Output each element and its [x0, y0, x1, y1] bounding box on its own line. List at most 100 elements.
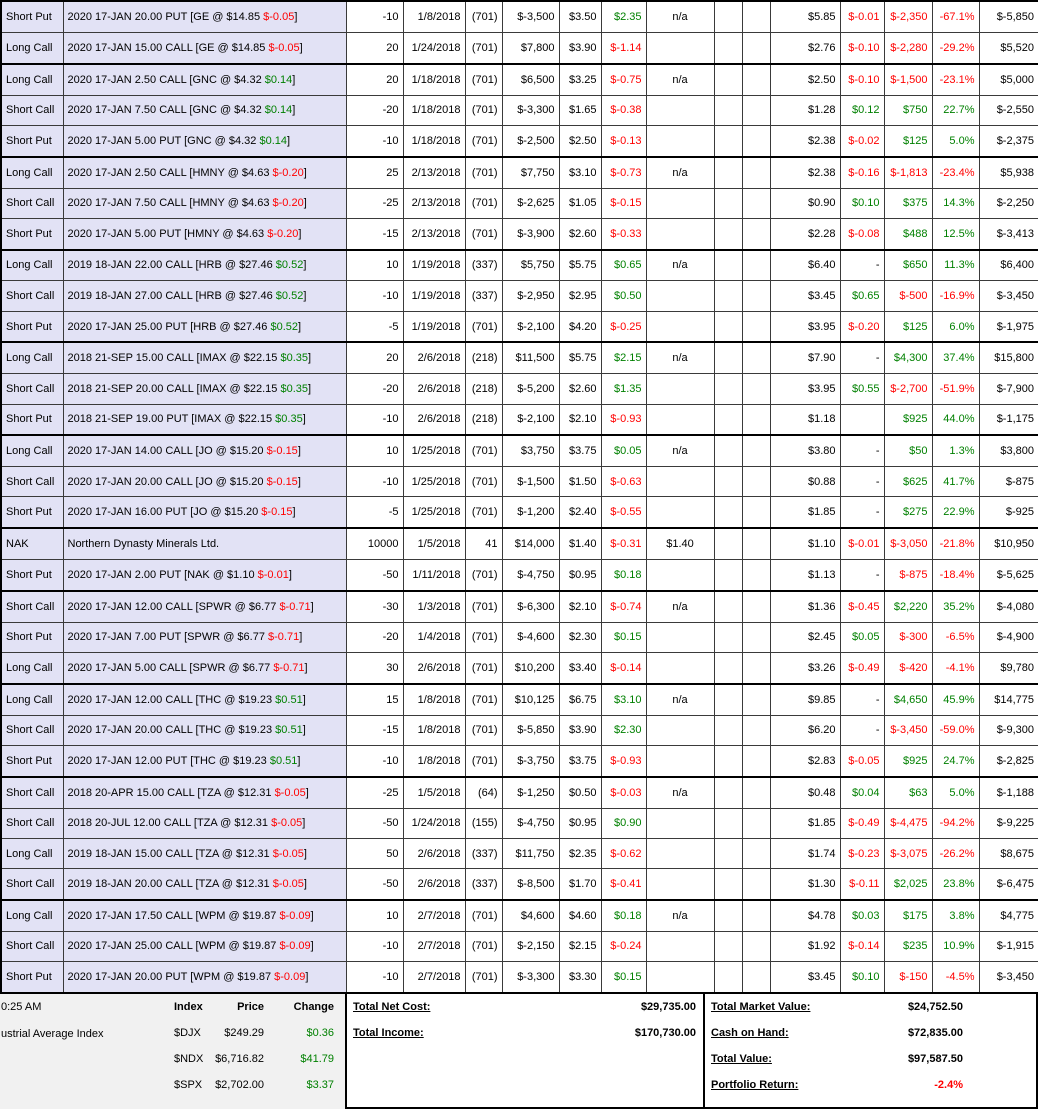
- empty-cell-2[interactable]: [741, 0, 771, 33]
- position-type-cell[interactable]: Short Call: [0, 94, 64, 126]
- return-pct-cell[interactable]: 24.7%: [931, 745, 980, 778]
- position-desc-cell[interactable]: 2020 17-JAN 25.00 CALL [WPM @ $19.87 $-0…: [62, 930, 347, 963]
- open-date-cell[interactable]: 2/6/2018: [402, 341, 466, 375]
- reference-cell[interactable]: [645, 31, 715, 65]
- return-pct-cell[interactable]: 12.5%: [931, 217, 980, 251]
- reference-cell[interactable]: [645, 187, 715, 219]
- market-value-cell[interactable]: $-2,550: [978, 94, 1038, 126]
- days-cell[interactable]: (218): [464, 403, 503, 436]
- quantity-cell[interactable]: -30: [345, 590, 404, 623]
- return-pct-cell[interactable]: 35.2%: [931, 590, 980, 623]
- return-pct-cell[interactable]: -18.4%: [931, 559, 980, 592]
- return-pct-cell[interactable]: -23.4%: [931, 155, 980, 189]
- open-date-cell[interactable]: 1/8/2018: [402, 682, 466, 716]
- day-change-cell[interactable]: $0.10: [839, 187, 885, 219]
- gain-loss-cell[interactable]: $488: [883, 217, 933, 251]
- current-price-cell[interactable]: $3.95: [769, 310, 841, 343]
- empty-cell-2[interactable]: [741, 837, 771, 870]
- price-change-cell[interactable]: $-0.93: [600, 745, 647, 778]
- position-type-cell[interactable]: Short Call: [0, 807, 64, 839]
- quantity-cell[interactable]: -25: [345, 187, 404, 219]
- cost-cell[interactable]: $-1,250: [501, 775, 560, 809]
- empty-cell-2[interactable]: [741, 745, 771, 778]
- cost-cell[interactable]: $14,000: [501, 527, 560, 561]
- day-change-cell[interactable]: $-0.16: [839, 155, 885, 189]
- open-date-cell[interactable]: 2/6/2018: [402, 837, 466, 870]
- position-desc-cell[interactable]: 2020 17-JAN 17.50 CALL [WPM @ $19.87 $-0…: [62, 899, 347, 932]
- days-cell[interactable]: (701): [464, 745, 503, 778]
- quantity-cell[interactable]: 10: [345, 434, 404, 468]
- empty-cell-2[interactable]: [741, 341, 771, 375]
- open-price-cell[interactable]: $3.25: [558, 62, 602, 96]
- position-type-cell[interactable]: Short Call: [0, 868, 64, 901]
- position-type-cell[interactable]: Long Call: [0, 31, 64, 65]
- position-desc-cell[interactable]: 2020 17-JAN 20.00 CALL [THC @ $19.23 $0.…: [62, 714, 347, 747]
- position-desc-cell[interactable]: 2020 17-JAN 2.50 CALL [HMNY @ $4.63 $-0.…: [62, 155, 347, 189]
- open-price-cell[interactable]: $2.50: [558, 124, 602, 158]
- open-price-cell[interactable]: $6.75: [558, 682, 602, 716]
- quantity-cell[interactable]: -20: [345, 94, 404, 126]
- position-type-cell[interactable]: Short Put: [0, 496, 64, 529]
- current-price-cell[interactable]: $1.13: [769, 559, 841, 592]
- position-desc-cell[interactable]: Northern Dynasty Minerals Ltd.: [62, 527, 347, 561]
- cost-cell[interactable]: $-5,850: [501, 714, 560, 747]
- open-date-cell[interactable]: 2/6/2018: [402, 373, 466, 405]
- empty-cell-2[interactable]: [741, 930, 771, 963]
- empty-cell-1[interactable]: [713, 310, 743, 343]
- day-change-cell[interactable]: [839, 403, 885, 436]
- open-price-cell[interactable]: $1.40: [558, 527, 602, 561]
- quantity-cell[interactable]: -50: [345, 559, 404, 592]
- open-date-cell[interactable]: 2/7/2018: [402, 930, 466, 963]
- market-value-cell[interactable]: $-1,175: [978, 403, 1038, 436]
- open-date-cell[interactable]: 1/25/2018: [402, 496, 466, 529]
- position-desc-cell[interactable]: 2018 21-SEP 15.00 CALL [IMAX @ $22.15 $0…: [62, 341, 347, 375]
- position-type-cell[interactable]: Short Put: [0, 621, 64, 654]
- current-price-cell[interactable]: $1.18: [769, 403, 841, 436]
- reference-cell[interactable]: n/a: [645, 590, 715, 623]
- cost-cell[interactable]: $-4,750: [501, 559, 560, 592]
- gain-loss-cell[interactable]: $625: [883, 466, 933, 498]
- empty-cell-1[interactable]: [713, 527, 743, 561]
- days-cell[interactable]: (701): [464, 155, 503, 189]
- empty-cell-1[interactable]: [713, 187, 743, 219]
- position-desc-cell[interactable]: 2019 18-JAN 20.00 CALL [TZA @ $12.31 $-0…: [62, 868, 347, 901]
- price-change-cell[interactable]: $-0.03: [600, 775, 647, 809]
- open-date-cell[interactable]: 1/25/2018: [402, 434, 466, 468]
- quantity-cell[interactable]: -50: [345, 868, 404, 901]
- position-desc-cell[interactable]: 2020 17-JAN 16.00 PUT [JO @ $15.20 $-0.1…: [62, 496, 347, 529]
- empty-cell-1[interactable]: [713, 248, 743, 282]
- days-cell[interactable]: (701): [464, 899, 503, 932]
- price-change-cell[interactable]: $-0.14: [600, 652, 647, 685]
- position-desc-cell[interactable]: 2020 17-JAN 15.00 CALL [GE @ $14.85 $-0.…: [62, 31, 347, 65]
- quantity-cell[interactable]: -20: [345, 621, 404, 654]
- market-value-cell[interactable]: $-6,475: [978, 868, 1038, 901]
- price-change-cell[interactable]: $-0.31: [600, 527, 647, 561]
- days-cell[interactable]: (701): [464, 652, 503, 685]
- position-desc-cell[interactable]: 2020 17-JAN 20.00 CALL [JO @ $15.20 $-0.…: [62, 466, 347, 498]
- open-price-cell[interactable]: $2.40: [558, 496, 602, 529]
- position-desc-cell[interactable]: 2019 18-JAN 15.00 CALL [TZA @ $12.31 $-0…: [62, 837, 347, 870]
- empty-cell-1[interactable]: [713, 775, 743, 809]
- position-desc-cell[interactable]: 2020 17-JAN 7.00 PUT [SPWR @ $6.77 $-0.7…: [62, 621, 347, 654]
- market-value-cell[interactable]: $6,400: [978, 248, 1038, 282]
- open-price-cell[interactable]: $2.60: [558, 217, 602, 251]
- day-change-cell[interactable]: -: [839, 682, 885, 716]
- reference-cell[interactable]: [645, 652, 715, 685]
- reference-cell[interactable]: [645, 466, 715, 498]
- open-price-cell[interactable]: $5.75: [558, 248, 602, 282]
- cost-cell[interactable]: $11,750: [501, 837, 560, 870]
- return-pct-cell[interactable]: -26.2%: [931, 837, 980, 870]
- empty-cell-2[interactable]: [741, 868, 771, 901]
- days-cell[interactable]: (701): [464, 0, 503, 33]
- quantity-cell[interactable]: 20: [345, 341, 404, 375]
- current-price-cell[interactable]: $3.95: [769, 373, 841, 405]
- gain-loss-cell[interactable]: $-4,475: [883, 807, 933, 839]
- market-value-cell[interactable]: $-925: [978, 496, 1038, 529]
- open-price-cell[interactable]: $2.15: [558, 930, 602, 963]
- empty-cell-2[interactable]: [741, 559, 771, 592]
- cost-cell[interactable]: $-3,900: [501, 217, 560, 251]
- price-change-cell[interactable]: $-0.73: [600, 155, 647, 189]
- current-price-cell[interactable]: $6.20: [769, 714, 841, 747]
- day-change-cell[interactable]: $-0.49: [839, 807, 885, 839]
- open-date-cell[interactable]: 1/19/2018: [402, 310, 466, 343]
